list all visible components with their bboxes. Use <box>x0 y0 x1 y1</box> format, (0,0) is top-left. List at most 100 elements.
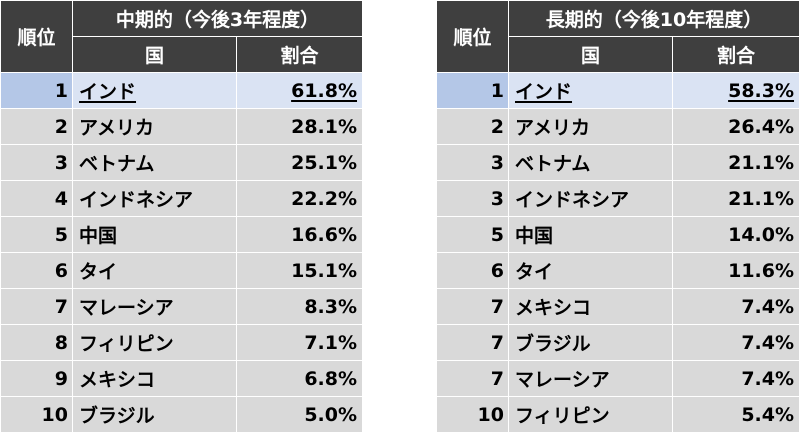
table-row: 3 インドネシア 21.1% <box>436 180 799 217</box>
ratio-cell: 5.4% <box>671 396 799 433</box>
ratio-cell: 28.1% <box>235 108 364 145</box>
ratio-value: 11.6% <box>728 259 795 282</box>
country-name: インドネシア <box>515 189 630 211</box>
table-row: 7 メキシコ 7.4% <box>436 288 799 325</box>
ratio-value: 6.8% <box>304 367 358 390</box>
ratio-cell: 7.4% <box>671 324 799 361</box>
ratio-value: 61.8% <box>291 79 358 102</box>
table-body: 1 インド 61.8% 2 アメリカ 28.1% 3 ベトナム 25.1% 4 インドネシア 22.2… <box>0 72 364 433</box>
ratio-value: 26.4% <box>728 115 795 138</box>
country-name: メキシコ <box>515 297 592 319</box>
country-cell: インド <box>508 72 673 109</box>
table-row: 6 タイ 11.6% <box>436 252 799 289</box>
country-cell: アメリカ <box>508 108 673 145</box>
country-name: 中国 <box>515 225 554 247</box>
table-row: 5 中国 14.0% <box>436 216 799 253</box>
ratio-value: 7.4% <box>741 331 795 354</box>
country-cell: タイ <box>72 252 237 289</box>
ratio-cell: 7.4% <box>671 288 799 325</box>
ratio-value: 15.1% <box>291 259 358 282</box>
table-row: 2 アメリカ 28.1% <box>0 108 364 145</box>
table-row: 9 メキシコ 6.8% <box>0 360 364 397</box>
ratio-value: 7.4% <box>741 295 795 318</box>
rank-cell: 6 <box>436 252 509 289</box>
country-name: マレーシア <box>515 369 610 391</box>
country-name: 中国 <box>79 225 118 247</box>
ratio-header: 割合 <box>671 36 799 73</box>
ratio-cell: 21.1% <box>671 180 799 217</box>
table-row: 3 ベトナム 25.1% <box>0 144 364 181</box>
rank-cell: 3 <box>0 144 73 181</box>
country-cell: ブラジル <box>72 396 237 433</box>
ratio-cell: 6.8% <box>235 360 364 397</box>
country-cell: ブラジル <box>508 324 673 361</box>
long-term-ranking-table: 順位 長期的（今後10年程度） 国 割合 1 インド 58.3% 2 アメリカ 26.4%… <box>436 0 799 433</box>
rank-header: 順位 <box>0 0 73 73</box>
country-cell: 中国 <box>72 216 237 253</box>
mid-term-ranking-table: 順位 中期的（今後3年程度） 国 割合 1 インド 61.8% 2 アメリカ 28.1% 3… <box>0 0 364 433</box>
rank-cell: 3 <box>436 180 509 217</box>
country-name: メキシコ <box>79 369 156 391</box>
country-name: ブラジル <box>515 333 591 355</box>
country-header: 国 <box>508 36 673 73</box>
country-cell: 中国 <box>508 216 673 253</box>
ratio-cell: 25.1% <box>235 144 364 181</box>
ratio-cell: 16.6% <box>235 216 364 253</box>
table-row: 3 ベトナム 21.1% <box>436 144 799 181</box>
table-row: 7 ブラジル 7.4% <box>436 324 799 361</box>
country-cell: フィリピン <box>508 396 673 433</box>
country-cell: インドネシア <box>508 180 673 217</box>
ratio-value: 22.2% <box>291 187 358 210</box>
ratio-value: 16.6% <box>291 223 358 246</box>
ratio-cell: 7.4% <box>671 360 799 397</box>
table-body: 1 インド 58.3% 2 アメリカ 26.4% 3 ベトナム 21.1% 3 インドネシア 21.1… <box>436 72 799 433</box>
ratio-cell: 58.3% <box>671 72 799 109</box>
country-cell: マレーシア <box>72 288 237 325</box>
table-title: 中期的（今後3年程度） <box>71 0 364 37</box>
country-cell: ベトナム <box>72 144 237 181</box>
country-name: アメリカ <box>79 117 155 139</box>
ratio-value: 28.1% <box>291 115 358 138</box>
table-row: 10 ブラジル 5.0% <box>0 396 364 433</box>
table-row: 7 マレーシア 7.4% <box>436 360 799 397</box>
ratio-cell: 8.3% <box>235 288 364 325</box>
country-cell: メキシコ <box>72 360 237 397</box>
country-name: アメリカ <box>515 117 591 139</box>
table-row: 7 マレーシア 8.3% <box>0 288 364 325</box>
rank-cell: 2 <box>436 108 509 145</box>
country-name: インドネシア <box>79 189 194 211</box>
country-cell: タイ <box>508 252 673 289</box>
ratio-value: 7.1% <box>304 331 358 354</box>
table-row: 2 アメリカ 26.4% <box>436 108 799 145</box>
table-row: 8 フィリピン 7.1% <box>0 324 364 361</box>
rank-cell: 7 <box>436 288 509 325</box>
ratio-value: 5.0% <box>304 403 358 426</box>
table-row: 1 インド 61.8% <box>0 72 364 109</box>
ratio-cell: 11.6% <box>671 252 799 289</box>
rank-header: 順位 <box>436 0 509 73</box>
country-header: 国 <box>72 36 237 73</box>
table-row: 10 フィリピン 5.4% <box>436 396 799 433</box>
ratio-value: 25.1% <box>291 151 358 174</box>
country-cell: インド <box>72 72 237 109</box>
ratio-cell: 15.1% <box>235 252 364 289</box>
country-name: タイ <box>515 261 554 283</box>
country-cell: マレーシア <box>508 360 673 397</box>
ratio-value: 21.1% <box>728 151 795 174</box>
rank-cell: 3 <box>436 144 509 181</box>
country-cell: インドネシア <box>72 180 237 217</box>
table-title: 長期的（今後10年程度） <box>507 0 799 37</box>
country-name: ブラジル <box>79 405 155 427</box>
country-cell: フィリピン <box>72 324 237 361</box>
ratio-cell: 14.0% <box>671 216 799 253</box>
rank-cell: 1 <box>0 72 73 109</box>
table-row: 5 中国 16.6% <box>0 216 364 253</box>
rank-cell: 9 <box>0 360 73 397</box>
country-name: フィリピン <box>79 333 174 355</box>
country-name: インド <box>515 81 573 103</box>
table-row: 1 インド 58.3% <box>436 72 799 109</box>
rank-cell: 4 <box>0 180 73 217</box>
country-name: ベトナム <box>515 153 591 175</box>
ratio-value: 5.4% <box>741 403 795 426</box>
